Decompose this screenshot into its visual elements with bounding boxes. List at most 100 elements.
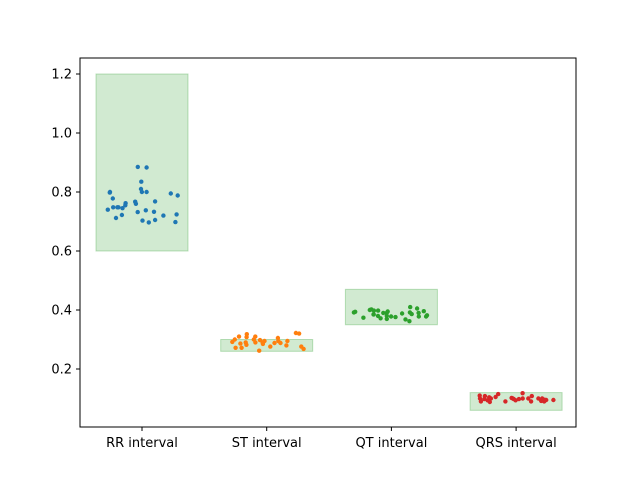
series-qt-interval [351, 304, 430, 324]
data-point [257, 348, 262, 353]
range-box-qt-interval [344, 288, 438, 326]
data-point [503, 399, 508, 404]
data-point [513, 398, 518, 403]
data-point [520, 396, 525, 401]
data-point [140, 218, 145, 223]
y-axis: 0.2 0.4 0.6 0.8 1.0 1.2 [51, 68, 80, 378]
data-point [151, 209, 157, 214]
data-point [233, 345, 238, 350]
range-box-st-interval [220, 339, 314, 352]
data-point [361, 315, 366, 320]
data-point [416, 310, 421, 316]
data-point [243, 340, 248, 345]
data-point [482, 396, 487, 402]
data-point [123, 203, 128, 208]
data-point [421, 309, 426, 314]
data-point [351, 310, 357, 315]
data-point [285, 338, 290, 344]
data-point [120, 206, 125, 211]
data-point [144, 165, 149, 170]
data-points [105, 164, 556, 405]
data-point [496, 391, 501, 397]
data-point [399, 311, 405, 316]
data-point [493, 394, 498, 400]
data-point [371, 308, 377, 313]
data-point [529, 393, 534, 399]
data-point [477, 393, 482, 398]
data-point [278, 340, 283, 346]
y-tick-label: 0.4 [51, 304, 72, 319]
data-point [275, 335, 281, 341]
data-point [173, 219, 178, 225]
data-point [414, 306, 420, 311]
data-point [161, 213, 166, 218]
data-point [253, 334, 258, 339]
y-tick-label: 1.0 [51, 127, 72, 142]
data-point [487, 399, 492, 405]
data-point [230, 339, 235, 345]
data-point [107, 190, 113, 195]
data-point [138, 186, 144, 192]
plot-area-frame [79, 57, 577, 428]
data-point [385, 309, 390, 314]
data-point [378, 316, 383, 321]
data-point [105, 207, 111, 212]
series-st-interval [230, 330, 306, 353]
data-point [116, 205, 121, 210]
x-tick-label: RR interval [106, 436, 178, 451]
data-point [143, 208, 148, 213]
range-box-rr-interval [95, 73, 189, 252]
data-point [119, 212, 125, 218]
data-point [135, 209, 140, 215]
data-point [403, 317, 408, 322]
data-point [152, 217, 158, 223]
data-point [516, 396, 522, 402]
data-point [408, 304, 413, 310]
data-point [407, 319, 412, 324]
data-point [239, 345, 244, 350]
series-qrs-interval [477, 391, 556, 405]
data-point [113, 215, 119, 221]
range-boxes [95, 73, 563, 411]
x-tick-label: QT interval [355, 436, 427, 451]
data-point [409, 311, 414, 317]
data-point [528, 399, 534, 404]
data-point [253, 340, 258, 345]
data-point [139, 179, 144, 184]
data-point [367, 307, 372, 313]
data-point [371, 312, 376, 317]
data-point [175, 193, 180, 198]
data-point [384, 313, 389, 319]
data-point [174, 212, 179, 217]
data-point [260, 341, 266, 347]
x-tick-label: ST interval [232, 436, 302, 451]
data-point [133, 201, 139, 206]
data-point [110, 196, 116, 201]
data-point [520, 391, 525, 396]
x-tick-label: QRS interval [475, 436, 556, 451]
y-tick-label: 1.2 [51, 68, 72, 83]
data-point [416, 314, 421, 319]
data-point [146, 220, 151, 225]
data-point [268, 344, 273, 349]
data-point [478, 399, 484, 404]
data-point [423, 314, 429, 319]
y-tick-label: 0.8 [51, 186, 72, 201]
data-point [487, 395, 492, 400]
data-point [244, 334, 249, 340]
data-point [551, 397, 556, 403]
data-point [135, 164, 140, 170]
data-point [375, 308, 381, 313]
series-rr-interval [105, 164, 180, 225]
data-point [111, 205, 116, 210]
y-tick-label: 0.2 [51, 363, 72, 378]
y-tick-label: 0.6 [51, 245, 72, 260]
data-point [284, 343, 289, 348]
data-point [388, 314, 394, 319]
data-point [526, 396, 531, 401]
data-point [381, 310, 386, 316]
data-point [272, 340, 277, 346]
data-point [236, 334, 242, 339]
data-point [393, 314, 398, 320]
